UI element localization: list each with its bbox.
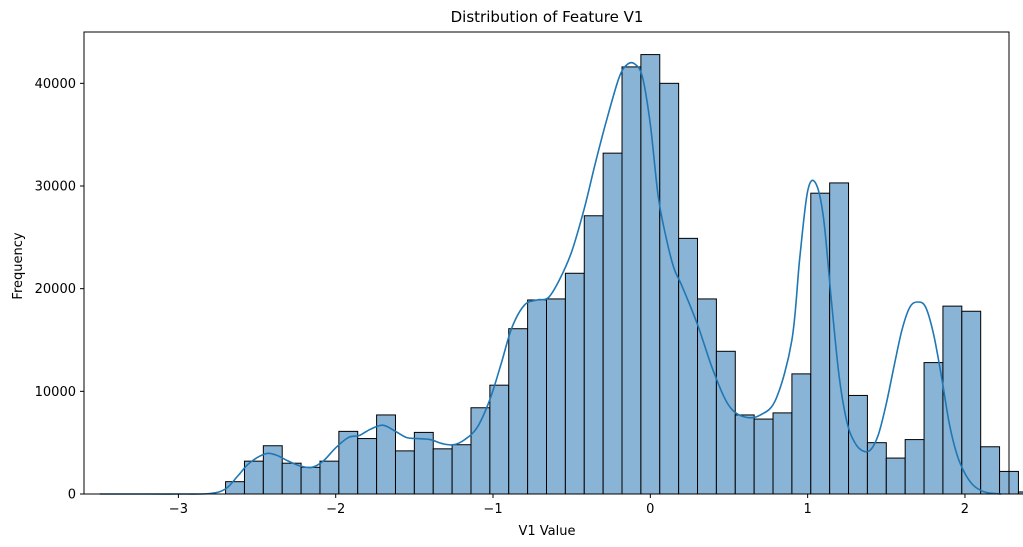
x-tick-label: −2	[326, 502, 345, 517]
histogram-bar	[451, 444, 472, 495]
y-tick-label: 10000	[35, 385, 76, 400]
histogram-bar	[564, 272, 585, 495]
histogram-bar	[659, 82, 680, 495]
histogram-bar	[489, 384, 510, 495]
kde-layer	[99, 61, 1002, 495]
x-axis-label: V1 Value	[519, 524, 576, 539]
x-tick-label: 0	[646, 502, 654, 517]
histogram-bar	[829, 182, 850, 495]
histogram-bar	[697, 298, 717, 495]
kde-curve	[99, 61, 1002, 495]
histogram-bar	[885, 457, 906, 495]
x-axis-ticks: −3 −2 −1 0 1 2	[169, 494, 969, 517]
histogram-bar	[848, 394, 868, 495]
y-axis-label: Frequency	[11, 232, 26, 299]
histogram-bar	[602, 152, 623, 495]
histogram-bar	[583, 215, 604, 495]
histogram-bar	[810, 192, 831, 495]
histogram-bar	[753, 418, 774, 495]
histogram-bar	[678, 237, 699, 495]
histogram-bar	[772, 412, 793, 495]
histogram-bar	[432, 448, 453, 495]
histogram-bar	[715, 350, 736, 495]
histogram-bar	[923, 362, 944, 495]
y-axis-ticks: 0 10000 20000 30000 40000	[35, 77, 84, 503]
histogram-bar	[904, 439, 925, 495]
histogram-bar	[508, 328, 529, 495]
histogram-bar	[413, 431, 434, 495]
histogram-bar	[1017, 491, 1023, 495]
histogram-bar	[319, 460, 340, 495]
y-tick-label: 30000	[35, 180, 76, 195]
x-tick-label: −3	[169, 502, 188, 517]
histogram-bar	[980, 446, 1001, 495]
histogram-bar	[243, 460, 264, 495]
histogram-bar	[791, 373, 812, 495]
histogram-bar	[621, 66, 642, 495]
x-tick-label: 1	[803, 502, 811, 517]
histogram-bar	[394, 450, 415, 495]
x-tick-label: 2	[961, 502, 969, 517]
histogram-bar	[300, 466, 321, 495]
y-tick-label: 40000	[35, 77, 76, 92]
histogram-bar	[734, 414, 755, 495]
histogram-bar	[527, 299, 547, 495]
histogram-bar	[338, 430, 359, 495]
y-tick-label: 0	[68, 488, 76, 503]
x-tick-label: −1	[483, 502, 502, 517]
histogram-bar	[546, 298, 566, 495]
histogram-bar	[281, 462, 302, 495]
plot-area-frame	[83, 31, 1010, 495]
histogram-bar	[357, 438, 378, 495]
histogram-bar	[225, 481, 245, 495]
y-tick-label: 20000	[35, 282, 76, 297]
histogram-bar	[961, 310, 982, 495]
bars-layer	[225, 54, 1023, 495]
chart-title: Distribution of Feature V1	[451, 8, 644, 26]
